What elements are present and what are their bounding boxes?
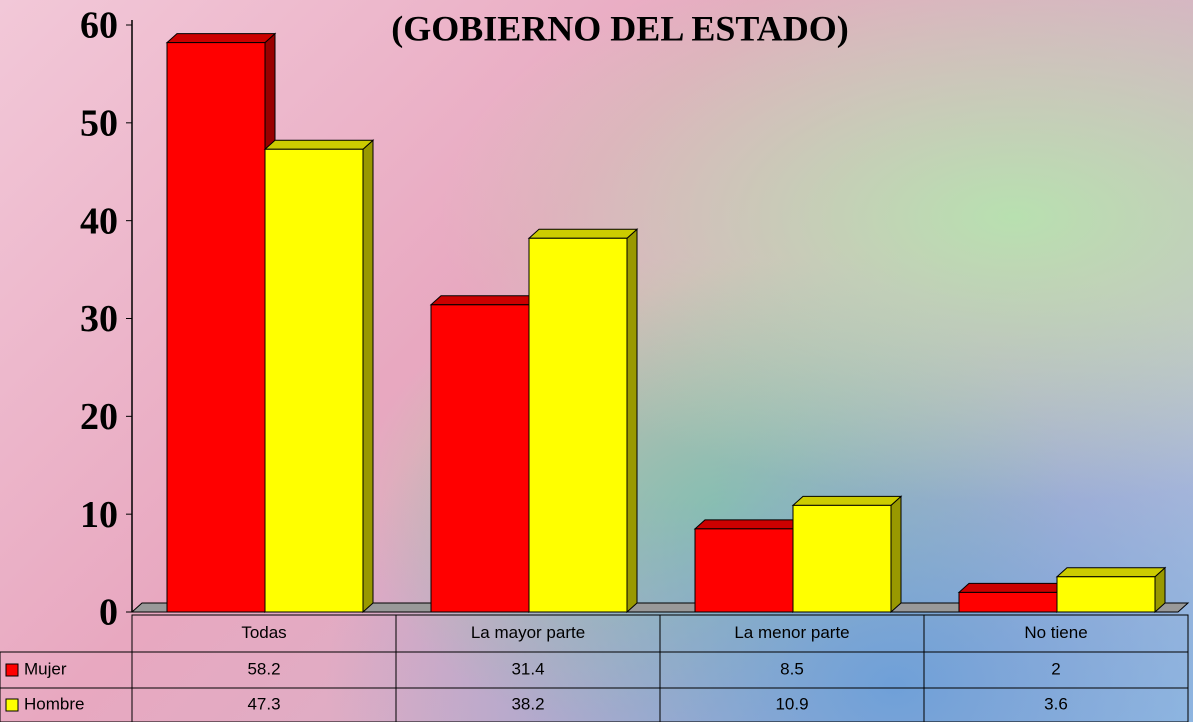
table-value: 3.6: [1044, 694, 1068, 713]
y-tick-label: 40: [80, 200, 118, 242]
table-value: 8.5: [780, 659, 804, 678]
bar: [431, 305, 529, 612]
y-tick-label: 10: [80, 494, 118, 536]
bar: [1057, 577, 1155, 612]
bar-top: [431, 296, 539, 305]
bar-side: [891, 496, 901, 612]
bar-top: [529, 229, 637, 238]
table-value: 10.9: [775, 694, 808, 713]
y-tick-label: 60: [80, 5, 118, 47]
bar: [529, 238, 627, 612]
bar: [959, 592, 1057, 612]
bar-top: [695, 520, 803, 529]
legend-key: [6, 699, 18, 711]
x-tick-label: Todas: [241, 623, 286, 642]
page: (GOBIERNO DEL ESTADO) 0 10 20 30 40 50 60 Todas…: [0, 0, 1193, 722]
bar-top: [793, 496, 901, 505]
bar: [265, 149, 363, 612]
table-value: 2: [1051, 659, 1060, 678]
legend-key: [6, 664, 18, 676]
bar: [167, 43, 265, 612]
x-tick-label: No tiene: [1024, 623, 1087, 642]
chart: (GOBIERNO DEL ESTADO) 0 10 20 30 40 50 60 Todas…: [0, 0, 1193, 722]
chart-title: (GOBIERNO DEL ESTADO): [391, 8, 848, 48]
bar: [695, 529, 793, 612]
bar-top: [1057, 568, 1165, 577]
bar: [793, 505, 891, 612]
bar-side: [627, 229, 637, 612]
bar-top: [959, 583, 1067, 592]
y-tick-label: 30: [80, 298, 118, 340]
bar-side: [363, 140, 373, 612]
table-value: 47.3: [247, 694, 280, 713]
legend-label: Hombre: [24, 694, 84, 713]
legend-label: Mujer: [24, 659, 67, 678]
y-tick-label: 0: [99, 592, 118, 634]
bar-top: [167, 34, 275, 43]
table-value: 38.2: [511, 694, 544, 713]
x-tick-label: La mayor parte: [471, 623, 585, 642]
bar-top: [265, 140, 373, 149]
y-tick-label: 20: [80, 396, 118, 438]
x-tick-label: La menor parte: [734, 623, 849, 642]
table-value: 31.4: [511, 659, 544, 678]
y-tick-label: 50: [80, 103, 118, 145]
table-value: 58.2: [247, 659, 280, 678]
table-frame: [0, 652, 1188, 722]
